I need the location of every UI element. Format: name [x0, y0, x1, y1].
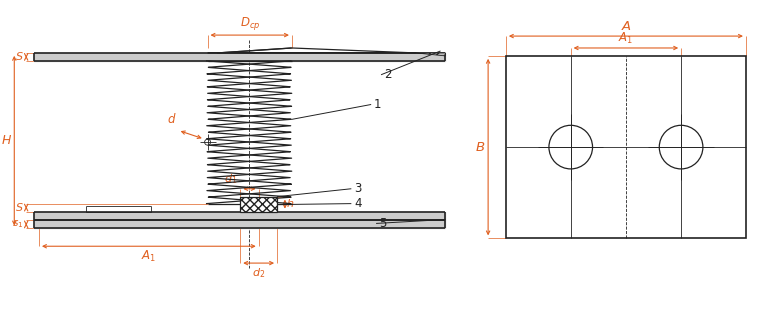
Polygon shape — [208, 53, 446, 56]
Text: $d_1$: $d_1$ — [224, 172, 237, 186]
Text: H: H — [2, 134, 11, 147]
Text: B: B — [476, 141, 485, 154]
Text: 4: 4 — [355, 197, 362, 210]
Bar — [506, 56, 746, 238]
Text: h: h — [287, 199, 294, 209]
Polygon shape — [241, 197, 277, 211]
Text: $A_1$: $A_1$ — [141, 249, 156, 264]
Polygon shape — [34, 211, 446, 220]
Text: 5: 5 — [379, 217, 387, 230]
Text: S: S — [16, 203, 23, 212]
Text: 2: 2 — [384, 68, 391, 81]
Text: $A_1$: $A_1$ — [618, 31, 633, 46]
Text: 1: 1 — [374, 98, 381, 111]
Text: $D_{cp}$: $D_{cp}$ — [240, 15, 260, 32]
Text: A: A — [621, 20, 630, 33]
Text: $d_2$: $d_2$ — [252, 266, 265, 280]
Text: 3: 3 — [355, 182, 362, 195]
Polygon shape — [34, 220, 446, 228]
Text: S: S — [16, 52, 23, 62]
Text: $s_1$: $s_1$ — [11, 219, 23, 230]
Text: d: d — [168, 113, 175, 126]
Polygon shape — [34, 53, 446, 61]
